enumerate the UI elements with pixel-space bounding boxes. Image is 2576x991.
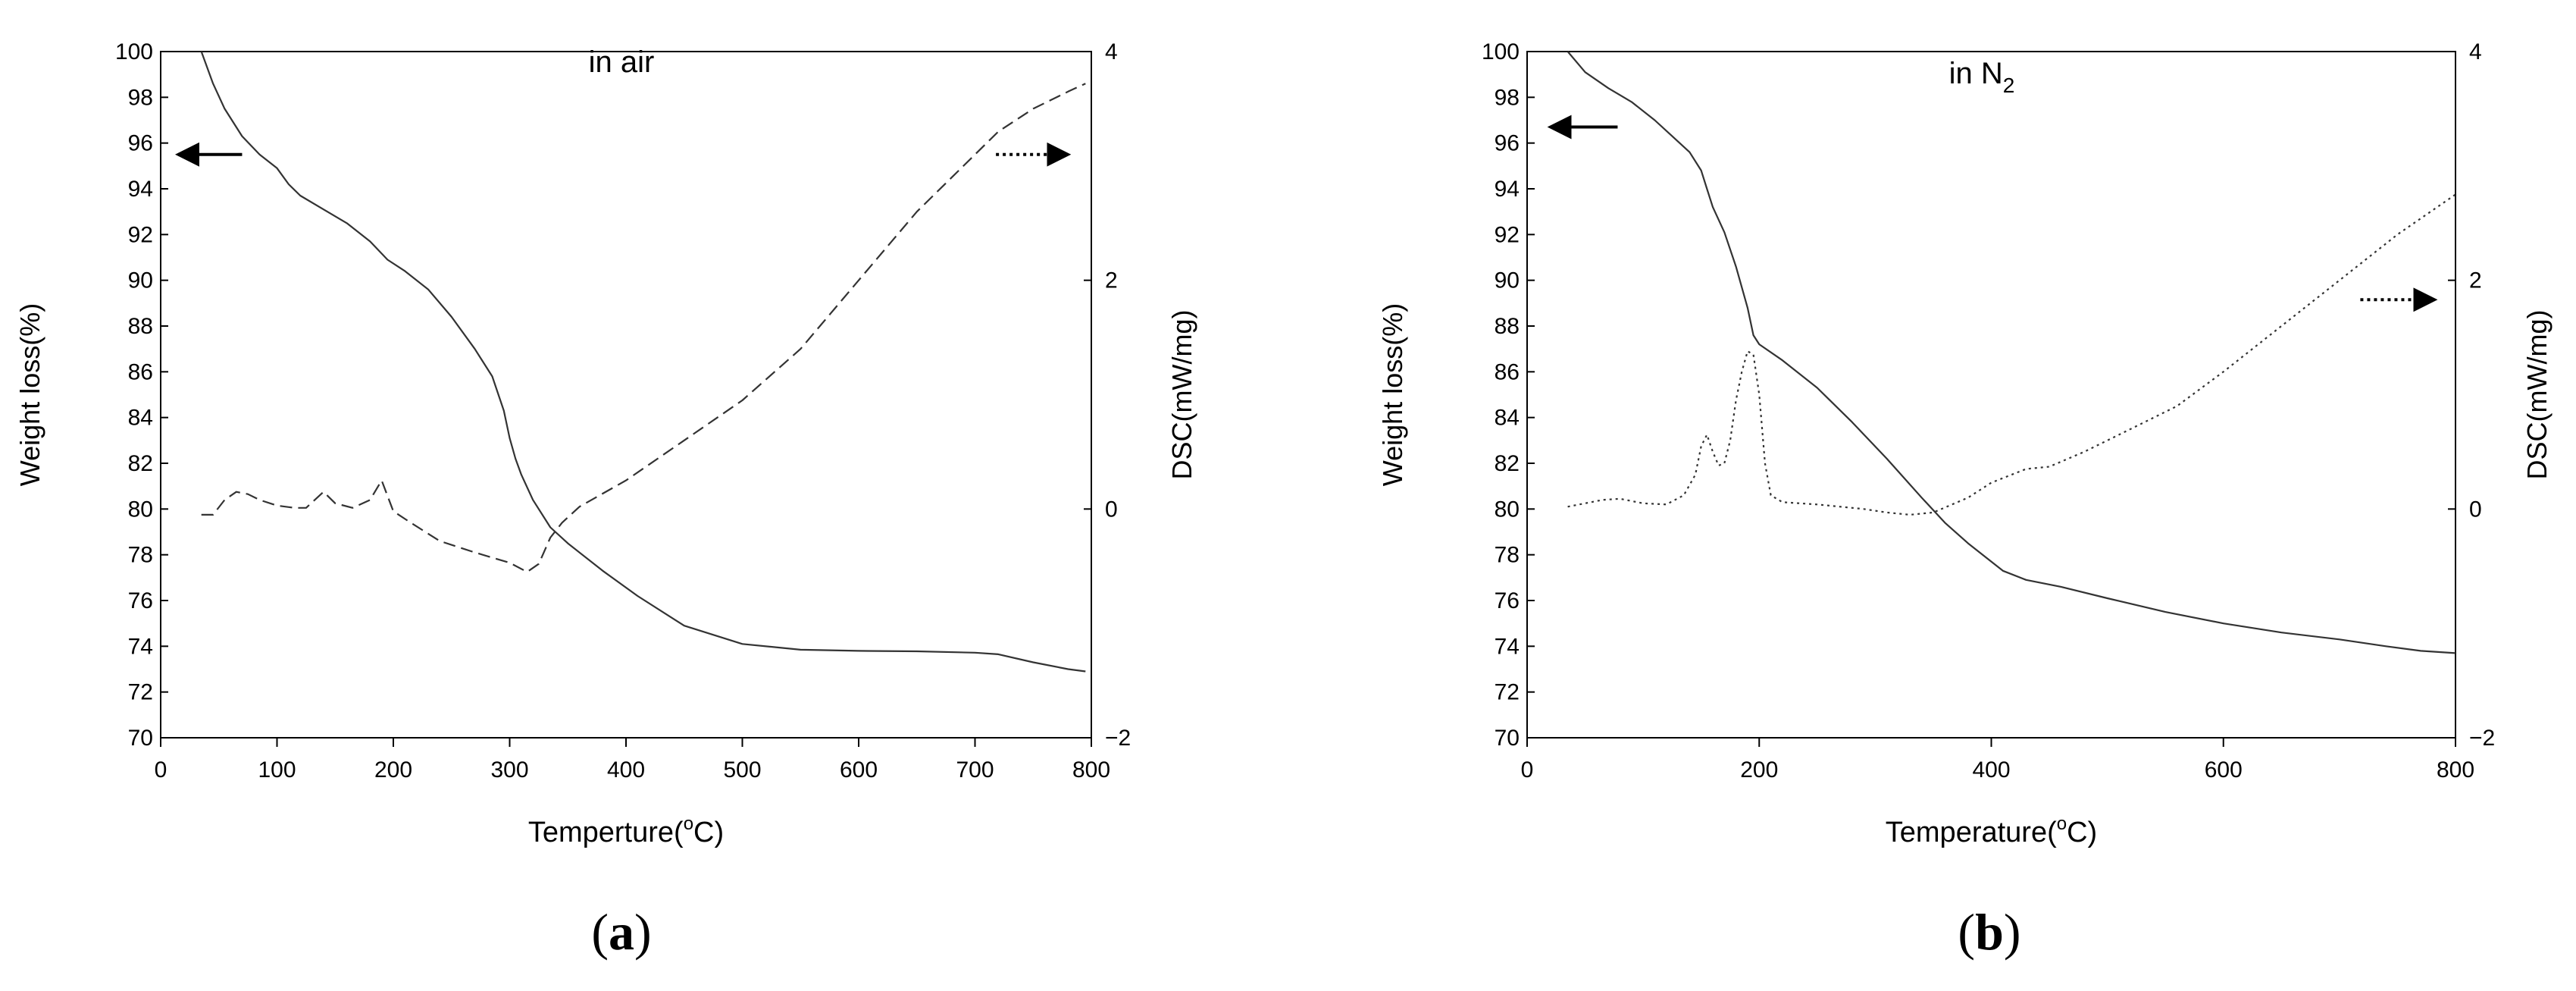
y2-tick-label: 0 [1105, 497, 1118, 522]
x-axis-label-main: Temperture( [528, 817, 684, 848]
chart-a-svg: 70 72 74 76 78 80 82 84 86 88 90 92 94 96 98 100 −2 0 2 4 0 1… [14, 39, 1197, 848]
y-tick-label: 78 [128, 543, 153, 568]
panel-a-label: (a) [546, 902, 697, 962]
y-tick-label: 76 [128, 588, 153, 613]
y2-tick-label: −2 [2469, 726, 2495, 751]
chart-annotation-main: in air [589, 45, 655, 79]
chart-annotation-main: in N [1949, 57, 2003, 90]
y-axis-label: Weight loss(%) [1377, 303, 1408, 486]
y2-axis-label: DSC(mW/mg) [1166, 310, 1197, 480]
plot-frame [1526, 51, 2456, 739]
panel-b-label-open: ( [1958, 903, 1976, 961]
x-tick-label: 0 [1521, 757, 1534, 782]
x-axis-label-degree: o [2057, 814, 2067, 834]
y-tick-label: 92 [128, 222, 153, 247]
x-tick-label: 200 [1740, 757, 1778, 782]
x-tick-label: 500 [723, 757, 761, 782]
y-axis-label: Weight loss(%) [14, 303, 45, 486]
y2-tick-label: 4 [2469, 39, 2482, 64]
y-tick-label: 98 [128, 85, 153, 110]
y2-axis-label: DSC(mW/mg) [2521, 310, 2553, 480]
dsc-curve [1567, 193, 2456, 516]
x-axis-label-main: Temperature( [1886, 817, 2057, 848]
y-tick-label: 94 [1495, 177, 1520, 202]
y-tick-label: 96 [128, 131, 153, 156]
x-tick-label: 0 [155, 757, 167, 782]
y2-tick-label: 2 [1105, 268, 1118, 293]
y-tick-label: 70 [1495, 726, 1520, 751]
x-axis-label: Temperture(oC) [528, 814, 724, 848]
weight-loss-curve [1567, 51, 2456, 654]
y2-tick-label: 0 [2469, 497, 2482, 522]
x-tick-label: 600 [2205, 757, 2243, 782]
x-tick-label: 800 [2437, 757, 2474, 782]
x-tick-label: 300 [490, 757, 528, 782]
x-axis-label-unit: C) [693, 817, 724, 848]
weight-loss-curve [200, 51, 1086, 673]
y-tick-label: 80 [128, 497, 153, 522]
x-axis-label-unit: C) [2067, 817, 2097, 848]
y-tick-label: 100 [115, 39, 153, 64]
panel-a-label-close: ) [634, 903, 652, 961]
panel-a-label-letter: a [609, 903, 634, 961]
y-tick-label: 90 [128, 268, 153, 293]
x-axis-label-degree: o [684, 814, 693, 834]
panel-a-label-open: ( [591, 903, 609, 961]
y-tick-label: 74 [128, 634, 153, 659]
y-tick-label: 94 [128, 177, 153, 202]
y2-tick-label: 4 [1105, 39, 1118, 64]
chart-annotation: in N2 [1949, 57, 2015, 97]
y-tick-label: 86 [128, 359, 153, 384]
y-tick-label: 72 [1495, 680, 1520, 705]
y-tick-label: 72 [128, 680, 153, 705]
x-axis-label: Temperature(oC) [1886, 814, 2097, 848]
y-tick-label: 92 [1495, 222, 1520, 247]
y-tick-label: 78 [1495, 543, 1520, 568]
y-tick-label: 96 [1495, 131, 1520, 156]
x-tick-label: 800 [1072, 757, 1110, 782]
y-tick-label: 70 [128, 726, 153, 751]
x-tick-label: 600 [840, 757, 878, 782]
chart-panel-b: 70 72 74 76 78 80 82 84 86 88 90 92 94 96 98 100 −2 0 2 4 0 2… [1292, 0, 2573, 991]
y-tick-label: 86 [1495, 359, 1520, 384]
y-tick-label: 100 [1482, 39, 1520, 64]
plot-frame [160, 51, 1092, 739]
x-tick-label: 100 [258, 757, 296, 782]
y-tick-label: 84 [128, 406, 153, 431]
panel-b-label-close: ) [2003, 903, 2021, 961]
chart-b-svg: 70 72 74 76 78 80 82 84 86 88 90 92 94 96 98 100 −2 0 2 4 0 2… [1377, 39, 2553, 848]
y-tick-label: 80 [1495, 497, 1520, 522]
y-tick-label: 98 [1495, 85, 1520, 110]
y-tick-label: 88 [128, 314, 153, 339]
dsc-curve [201, 83, 1086, 573]
y2-tick-label: −2 [1105, 726, 1131, 751]
y-tick-label: 76 [1495, 588, 1520, 613]
x-tick-label: 200 [374, 757, 412, 782]
y-tick-label: 82 [128, 451, 153, 476]
chart-annotation-subscript: 2 [2003, 74, 2015, 97]
y-tick-label: 82 [1495, 451, 1520, 476]
y-tick-label: 90 [1495, 268, 1520, 293]
chart-panel-a: 70 72 74 76 78 80 82 84 86 88 90 92 94 96 98 100 −2 0 2 4 0 1… [0, 0, 1281, 991]
panel-b-label-letter: b [1975, 903, 2004, 961]
x-tick-label: 400 [1972, 757, 2010, 782]
panel-b-label: (b) [1914, 902, 2065, 962]
y-tick-label: 88 [1495, 314, 1520, 339]
y-tick-label: 84 [1495, 406, 1520, 431]
y-tick-label: 74 [1495, 634, 1520, 659]
x-tick-label: 700 [956, 757, 994, 782]
x-tick-label: 400 [607, 757, 645, 782]
y2-tick-label: 2 [2469, 268, 2482, 293]
chart-annotation: in air [589, 45, 655, 79]
